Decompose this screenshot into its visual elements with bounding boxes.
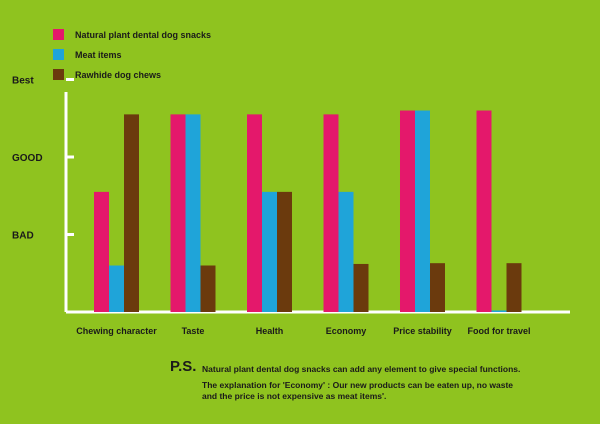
bar-2-2: [185, 114, 201, 312]
bar-3-5: [430, 263, 445, 312]
x-tick-label-1: Chewing character: [76, 326, 157, 336]
bar-1-6: [476, 110, 492, 312]
note-line-3: and the price is not expensive as meat i…: [202, 391, 387, 401]
x-tick-label-3: Health: [256, 326, 284, 336]
x-tick-label-2: Taste: [182, 326, 205, 336]
note-line-2: The explanation for 'Economy' : Our new …: [202, 380, 514, 390]
legend-swatch-1: [53, 29, 64, 40]
x-axis-labels: Chewing character Taste Health Economy Price…: [76, 326, 530, 336]
y-axis-labels: BAD GOOD Best: [12, 76, 43, 242]
bar-3-4: [353, 263, 369, 312]
legend-swatch-2: [53, 49, 64, 60]
legend-swatch-3: [53, 69, 64, 80]
x-tick-label-6: Food for travel: [467, 326, 530, 336]
bar-1-3: [247, 114, 262, 312]
chart-legend: Natural plant dental dog snacks Meat item…: [53, 29, 211, 80]
bar-2-1: [109, 265, 124, 312]
legend-label-1: Natural plant dental dog snacks: [75, 30, 211, 40]
x-tick-label-4: Economy: [326, 326, 367, 336]
chart-axes: [64, 78, 570, 314]
bar-2-5: [415, 110, 430, 312]
bar-3-1: [124, 114, 139, 312]
y-tick-label-bad: BAD: [12, 231, 34, 242]
y-tick-label-good: GOOD: [12, 153, 43, 164]
y-tick-label-best: Best: [12, 76, 34, 87]
bar-3-6: [506, 263, 522, 312]
legend-label-2: Meat items: [75, 50, 122, 60]
bar-3-2: [200, 265, 216, 312]
legend-label-3: Rawhide dog chews: [75, 70, 161, 80]
bar-2-4: [338, 191, 354, 312]
bar-1-2: [170, 114, 186, 312]
bar-2-3: [262, 191, 277, 312]
bar-1-1: [94, 191, 109, 312]
bar-1-4: [323, 114, 339, 312]
ps-label: P.S.: [170, 358, 197, 375]
note-line-1: Natural plant dental dog snacks can add …: [202, 364, 521, 374]
chart-bars: [94, 110, 522, 312]
bar-chart: Natural plant dental dog snacks Meat item…: [12, 29, 570, 336]
bar-2-6: [491, 310, 507, 312]
bar-3-3: [277, 191, 292, 312]
x-tick-label-5: Price stability: [393, 326, 452, 336]
bar-1-5: [400, 110, 415, 312]
